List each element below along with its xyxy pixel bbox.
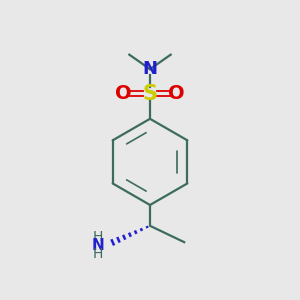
Text: O: O — [115, 84, 132, 103]
Text: S: S — [142, 83, 158, 103]
Text: H: H — [93, 247, 103, 261]
Text: N: N — [92, 238, 104, 253]
Text: H: H — [93, 230, 103, 244]
Text: N: N — [142, 60, 158, 78]
Text: O: O — [168, 84, 185, 103]
